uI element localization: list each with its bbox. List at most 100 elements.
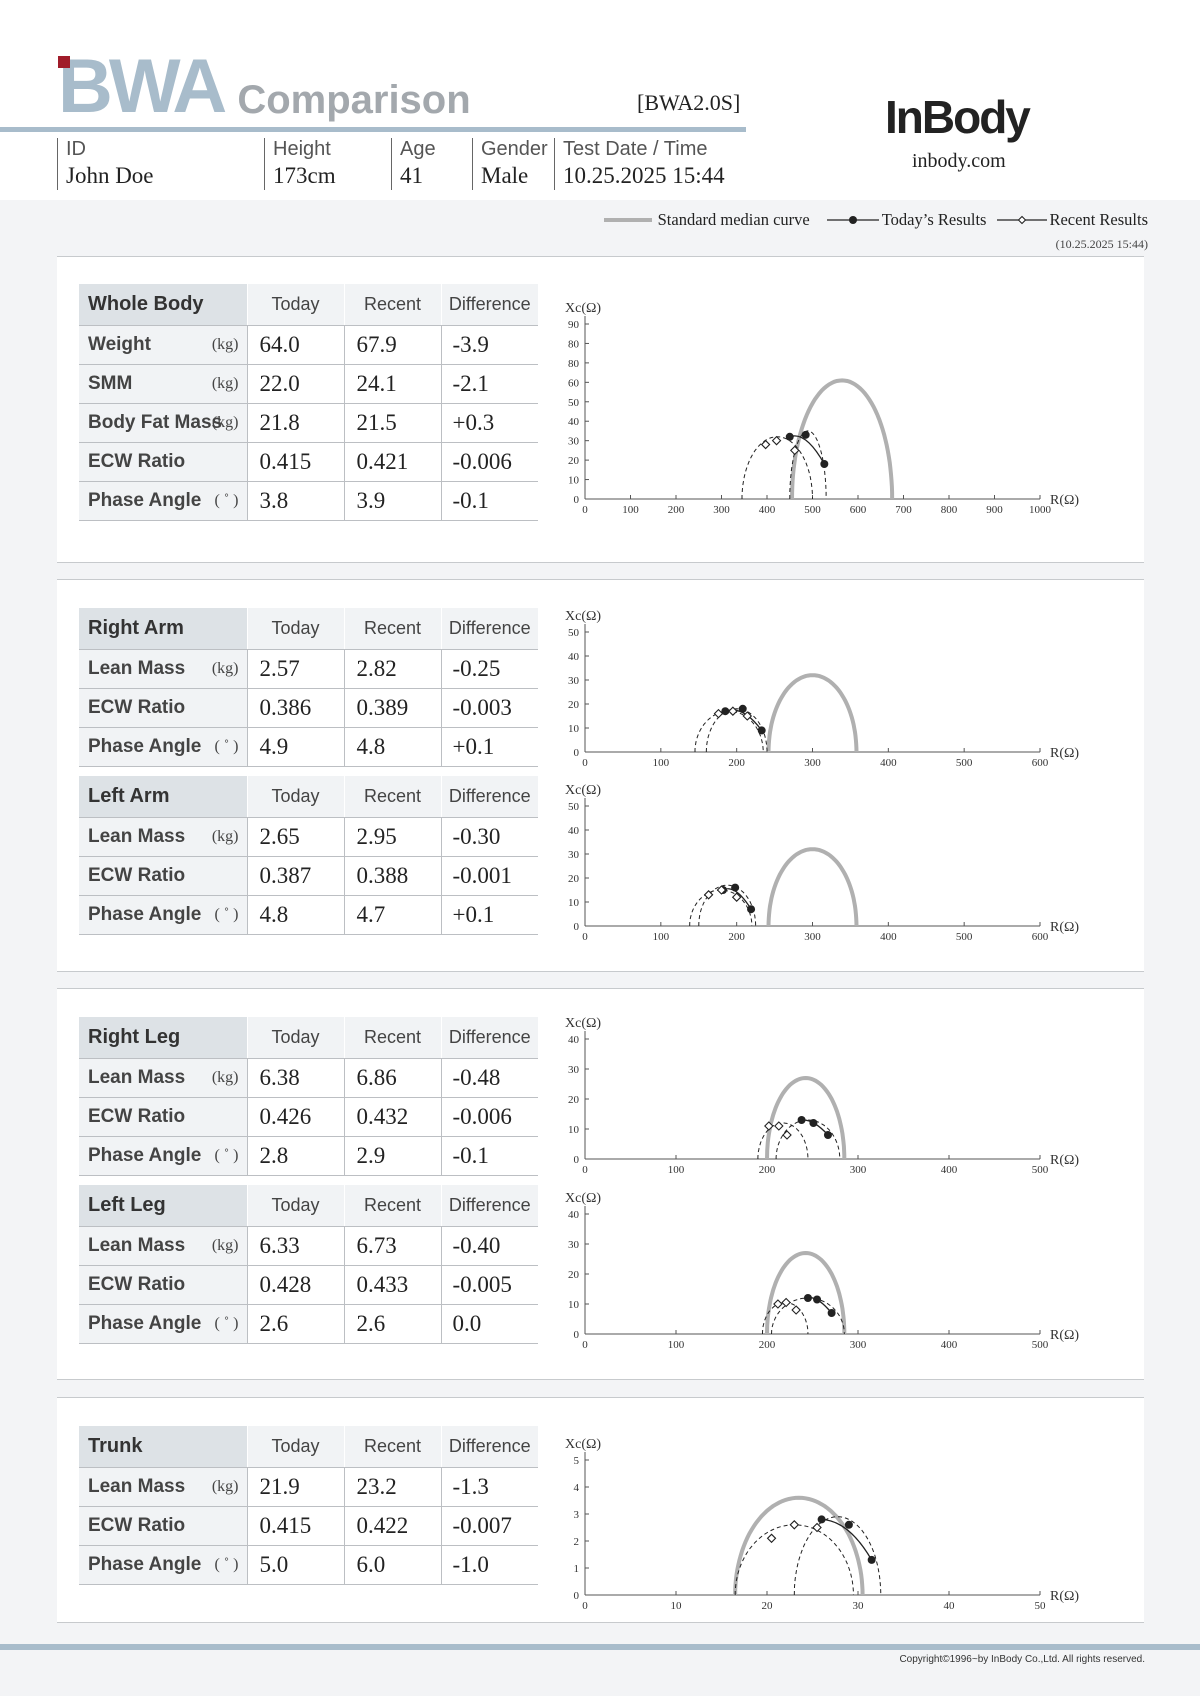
col-recent-header: Recent bbox=[343, 284, 441, 326]
y-tick-label: 80 bbox=[568, 358, 580, 370]
recent-result-point bbox=[728, 706, 738, 716]
info-gender: Gender Male bbox=[472, 138, 551, 190]
col-today-header: Today bbox=[246, 776, 344, 818]
x-tick-label: 300 bbox=[850, 1164, 867, 1176]
today-value: 2.6 bbox=[246, 1304, 344, 1344]
difference-value: -0.006 bbox=[440, 1097, 538, 1137]
y-tick-label: 10 bbox=[568, 475, 580, 487]
today-value: 4.8 bbox=[246, 895, 344, 935]
today-value: 6.33 bbox=[246, 1226, 344, 1266]
y-tick-label: 30 bbox=[568, 849, 580, 861]
y-tick-label: 50 bbox=[568, 627, 580, 639]
difference-value: -0.1 bbox=[440, 1136, 538, 1176]
x-tick-label: 400 bbox=[759, 504, 776, 516]
x-tick-label: 20 bbox=[762, 1600, 774, 1612]
today-value: 2.57 bbox=[246, 649, 344, 689]
table-header-row: Left Arm Today Recent Difference bbox=[79, 776, 538, 818]
table-row: ECW Ratio 0.415 0.421 -0.006 bbox=[79, 442, 538, 482]
x-tick-label: 400 bbox=[941, 1164, 958, 1176]
y-tick-label: 90 bbox=[568, 319, 580, 331]
info-label: Test Date / Time bbox=[563, 138, 708, 160]
recent-value: 0.433 bbox=[343, 1265, 441, 1305]
info-value: 41 bbox=[400, 163, 423, 188]
legend-label: Recent Results bbox=[1049, 210, 1148, 229]
y-tick-label: 50 bbox=[568, 397, 580, 409]
info-value: 173cm bbox=[273, 163, 336, 188]
today-value: 22.0 bbox=[246, 364, 344, 404]
x-tick-label: 1000 bbox=[1029, 504, 1052, 516]
x-axis-label: R(Ω) bbox=[1050, 1328, 1079, 1343]
y-tick-label: 20 bbox=[568, 1269, 580, 1281]
table-left-arm: Left Arm Today Recent Difference Lean Ma… bbox=[79, 776, 538, 935]
standard-median-curve bbox=[765, 1075, 847, 1160]
y-tick-label: 10 bbox=[568, 1124, 580, 1136]
y-axis-label: Xc(Ω) bbox=[565, 1016, 601, 1031]
x-tick-label: 400 bbox=[941, 1339, 958, 1351]
y-tick-label: 4 bbox=[574, 1482, 580, 1494]
today-value: 0.387 bbox=[246, 856, 344, 896]
recent-value: 0.421 bbox=[343, 442, 441, 482]
difference-value: -2.1 bbox=[440, 364, 538, 404]
today-result-point bbox=[738, 704, 747, 713]
x-tick-label: 40 bbox=[944, 1600, 956, 1612]
x-tick-label: 300 bbox=[804, 757, 821, 769]
recent-fitted-curve bbox=[689, 889, 753, 926]
y-tick-label: 80 bbox=[568, 338, 580, 350]
x-tick-label: 100 bbox=[622, 504, 639, 516]
info-value: Male bbox=[481, 163, 529, 188]
table-row: ECW Ratio 0.387 0.388 -0.001 bbox=[79, 856, 538, 896]
table-row: Weight (kg) 64.0 67.9 -3.9 bbox=[79, 325, 538, 365]
today-result-point bbox=[827, 1309, 836, 1317]
y-tick-label: 0 bbox=[574, 494, 580, 506]
section-title: Trunk bbox=[79, 1426, 247, 1468]
difference-value: -1.0 bbox=[440, 1545, 538, 1585]
row-label: Lean Mass (kg) bbox=[79, 1058, 247, 1098]
recent-result-point bbox=[716, 885, 727, 895]
col-today-header: Today bbox=[246, 608, 344, 650]
y-tick-label: 10 bbox=[568, 1299, 580, 1311]
x-tick-label: 400 bbox=[880, 931, 897, 943]
chart-right-leg: 0 100 200 300 400 500 0 10 20 30 40 Xc(Ω) R(Ω) bbox=[565, 1016, 1079, 1176]
row-label: Lean Mass (kg) bbox=[79, 649, 247, 689]
recent-result-point bbox=[703, 890, 714, 900]
recent-value: 4.8 bbox=[343, 727, 441, 767]
x-tick-label: 0 bbox=[582, 1339, 588, 1351]
x-tick-label: 0 bbox=[582, 757, 588, 769]
row-label: SMM (kg) bbox=[79, 364, 247, 404]
difference-value: -0.001 bbox=[440, 856, 538, 896]
recent-value: 2.9 bbox=[343, 1136, 441, 1176]
today-value: 0.428 bbox=[246, 1265, 344, 1305]
info-label: Height bbox=[273, 138, 331, 160]
y-tick-label: 10 bbox=[568, 897, 580, 909]
x-tick-label: 200 bbox=[759, 1164, 776, 1176]
row-label: Phase Angle( ˚ ) bbox=[79, 1545, 247, 1585]
x-tick-label: 800 bbox=[941, 504, 958, 516]
x-tick-label: 600 bbox=[1032, 757, 1049, 769]
row-unit: (kg) bbox=[211, 414, 239, 431]
recent-fitted-curve bbox=[741, 436, 813, 499]
row-label: Phase Angle( ˚ ) bbox=[79, 727, 247, 767]
difference-value: 0.0 bbox=[440, 1304, 538, 1344]
copyright: Copyright©1996~by InBody Co.,Ltd. All ri… bbox=[899, 1654, 1145, 1665]
y-tick-label: 0 bbox=[574, 1329, 580, 1341]
x-tick-label: 0 bbox=[582, 504, 588, 516]
x-tick-label: 400 bbox=[880, 757, 897, 769]
col-difference-header: Difference bbox=[440, 1017, 538, 1059]
chart-right-arm: 0 100 200 300 400 500 600 0 10 20 30 40 50 Xc(Ω) R(Ω) bbox=[565, 609, 1079, 769]
recent-value: 0.432 bbox=[343, 1097, 441, 1137]
recent-value: 23.2 bbox=[343, 1467, 441, 1507]
recent-result-point bbox=[766, 1533, 777, 1544]
y-tick-label: 50 bbox=[568, 801, 580, 813]
y-axis-label: Xc(Ω) bbox=[565, 1191, 601, 1206]
table-row: Lean Mass (kg) 2.65 2.95 -0.30 bbox=[79, 817, 538, 857]
recent-result-point bbox=[760, 439, 771, 450]
recent-value: 0.422 bbox=[343, 1506, 441, 1546]
today-result-point bbox=[731, 883, 740, 892]
recent-value: 0.389 bbox=[343, 688, 441, 728]
today-result-line bbox=[821, 1518, 873, 1561]
x-axis-label: R(Ω) bbox=[1050, 493, 1079, 508]
row-unit: ( ˚ ) bbox=[214, 1147, 239, 1164]
difference-value: -0.1 bbox=[440, 481, 538, 521]
today-result-point bbox=[801, 430, 810, 439]
x-tick-label: 500 bbox=[804, 504, 821, 516]
